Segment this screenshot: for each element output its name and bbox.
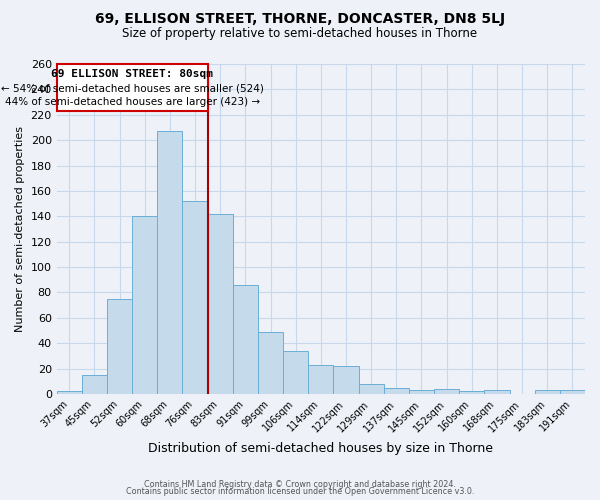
Bar bbox=[434, 389, 459, 394]
Bar bbox=[157, 131, 182, 394]
Text: Contains public sector information licensed under the Open Government Licence v3: Contains public sector information licen… bbox=[126, 487, 474, 496]
Text: ← 54% of semi-detached houses are smaller (524): ← 54% of semi-detached houses are smalle… bbox=[1, 83, 263, 93]
Bar bbox=[283, 351, 308, 394]
Text: Contains HM Land Registry data © Crown copyright and database right 2024.: Contains HM Land Registry data © Crown c… bbox=[144, 480, 456, 489]
Bar bbox=[82, 375, 107, 394]
Bar bbox=[56, 392, 82, 394]
Text: 69 ELLISON STREET: 80sqm: 69 ELLISON STREET: 80sqm bbox=[51, 69, 213, 79]
Bar bbox=[359, 384, 384, 394]
Bar bbox=[334, 366, 359, 394]
Bar bbox=[535, 390, 560, 394]
Bar bbox=[560, 390, 585, 394]
Bar bbox=[459, 392, 484, 394]
Text: Size of property relative to semi-detached houses in Thorne: Size of property relative to semi-detach… bbox=[122, 28, 478, 40]
Bar bbox=[107, 298, 132, 394]
Text: 69, ELLISON STREET, THORNE, DONCASTER, DN8 5LJ: 69, ELLISON STREET, THORNE, DONCASTER, D… bbox=[95, 12, 505, 26]
Bar bbox=[182, 201, 208, 394]
X-axis label: Distribution of semi-detached houses by size in Thorne: Distribution of semi-detached houses by … bbox=[148, 442, 493, 455]
Bar bbox=[409, 390, 434, 394]
Y-axis label: Number of semi-detached properties: Number of semi-detached properties bbox=[15, 126, 25, 332]
Bar bbox=[258, 332, 283, 394]
Bar bbox=[384, 388, 409, 394]
Bar bbox=[56, 64, 208, 111]
Bar bbox=[132, 216, 157, 394]
Text: 44% of semi-detached houses are larger (423) →: 44% of semi-detached houses are larger (… bbox=[5, 97, 260, 107]
Bar bbox=[233, 285, 258, 394]
Bar bbox=[484, 390, 509, 394]
Bar bbox=[308, 364, 334, 394]
Bar bbox=[208, 214, 233, 394]
